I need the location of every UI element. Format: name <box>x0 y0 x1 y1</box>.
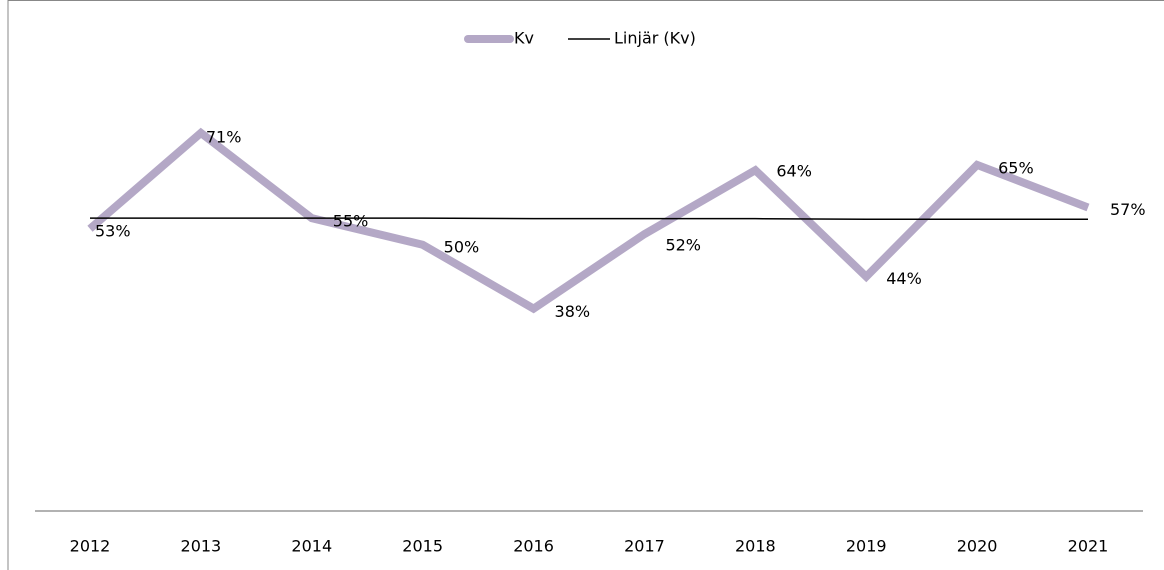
data-line <box>87 127 1090 314</box>
x-tick-label: 2020 <box>957 537 998 556</box>
data-label: 52% <box>665 236 701 255</box>
data-label: 53% <box>95 221 131 240</box>
x-tick-label: 2012 <box>70 537 111 556</box>
x-tick-label: 2013 <box>181 537 222 556</box>
x-tick-label: 2019 <box>846 537 887 556</box>
x-tick-label: 2021 <box>1068 537 1109 556</box>
data-label: 57% <box>1110 200 1146 219</box>
data-label: 71% <box>206 127 242 146</box>
data-label: 64% <box>776 162 812 181</box>
x-tick-label: 2017 <box>624 537 665 556</box>
legend-label: Linjär (Kv) <box>614 29 696 48</box>
x-tick-label: 2018 <box>735 537 776 556</box>
x-tick-label: 2015 <box>402 537 443 556</box>
x-tick-label: 2016 <box>513 537 554 556</box>
data-label: 38% <box>555 302 591 321</box>
data-label: 65% <box>998 158 1034 177</box>
trend-line <box>90 217 1088 220</box>
data-label: 44% <box>886 269 922 288</box>
data-label: 50% <box>444 237 480 256</box>
legend-label: Kv <box>514 29 534 48</box>
x-tick-label: 2014 <box>291 537 332 556</box>
data-label: 55% <box>333 212 369 231</box>
